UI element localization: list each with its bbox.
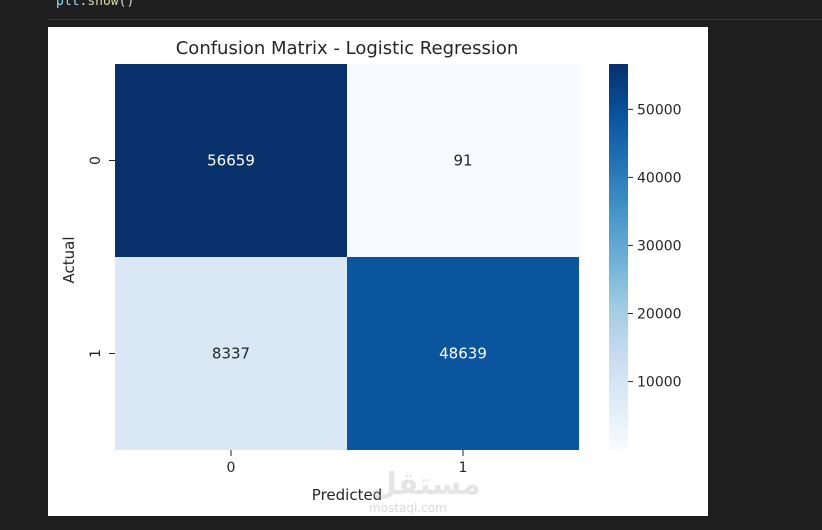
code-cell[interactable]: plt.show() [48, 0, 822, 20]
watermark-url: mostaql.com [369, 501, 447, 515]
code-line: plt.show() [56, 0, 134, 9]
cell-value-label: 56659 [207, 152, 255, 170]
y-tick-label: 1 [88, 349, 104, 358]
cell-value-label: 8337 [212, 345, 250, 363]
colorbar-tick-label: 30000 [637, 238, 682, 254]
chart-title: Confusion Matrix - Logistic Regression [176, 38, 519, 59]
watermark-text: مستقل [371, 467, 481, 502]
colorbar-tick-label: 20000 [637, 306, 682, 322]
code-object: plt [56, 0, 80, 9]
heatmap-cell [115, 257, 347, 450]
code-dot: . [79, 0, 88, 9]
x-tick-label: 0 [227, 460, 236, 476]
confusion-matrix-chart: Confusion Matrix - Logistic Regression 5… [60, 38, 682, 504]
y-axis-label: Actual [60, 237, 78, 284]
colorbar-tick-label: 50000 [637, 102, 682, 118]
heatmap-cell [347, 257, 579, 450]
code-parens: () [118, 0, 135, 9]
cell-value-label: 91 [453, 152, 472, 170]
colorbar [609, 64, 628, 449]
colorbar-tick-label: 40000 [637, 170, 682, 186]
plot-output: Confusion Matrix - Logistic Regression 5… [48, 27, 708, 516]
x-axis-label: Predicted [312, 486, 382, 504]
heatmap-cell [347, 64, 579, 257]
cell-value-label: 48639 [439, 345, 487, 363]
y-tick-label: 0 [88, 156, 104, 165]
watermark-logo: مستقل mostaql.com [355, 467, 480, 515]
x-tick-label: 1 [459, 460, 468, 476]
heatmap-cell [115, 64, 347, 257]
code-function: show [87, 0, 119, 9]
colorbar-tick-label: 10000 [637, 375, 682, 391]
